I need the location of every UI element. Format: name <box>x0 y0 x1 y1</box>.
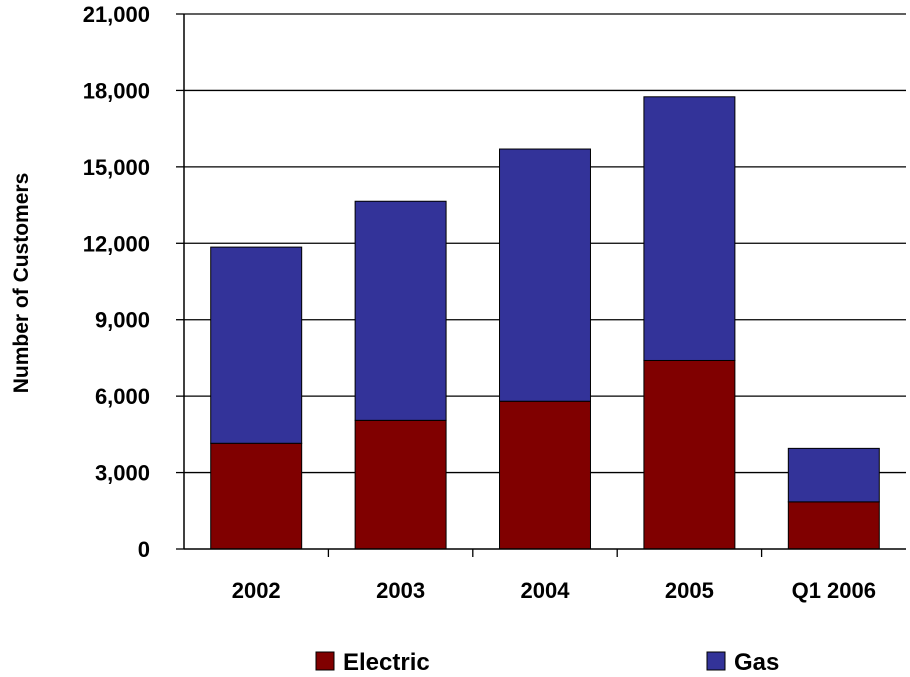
y-axis-title: Number of Customers <box>10 173 33 394</box>
y-tick-label: 3,000 <box>95 461 150 486</box>
bar-electric <box>210 442 303 550</box>
bar-gas <box>787 447 880 503</box>
x-tick-label: 2002 <box>232 578 281 603</box>
legend: Electric Gas <box>315 649 779 676</box>
bar-electric <box>643 359 736 550</box>
y-tick-label: 18,000 <box>83 78 150 103</box>
y-tick-label: 6,000 <box>95 384 150 409</box>
bar-electric <box>787 501 880 550</box>
x-tick-label: 2003 <box>376 578 425 603</box>
y-tick-label: 15,000 <box>83 155 150 180</box>
bar-gas <box>210 246 303 444</box>
y-tick-label: 9,000 <box>95 308 150 333</box>
bar-gas <box>499 148 591 402</box>
x-tick-label: 2004 <box>521 578 571 603</box>
legend-label: Electric <box>343 649 430 676</box>
y-tick-label: 12,000 <box>83 231 150 256</box>
x-tick-label: 2005 <box>665 578 714 603</box>
x-tick-label: Q1 2006 <box>792 578 876 603</box>
y-tick-label: 0 <box>138 537 150 562</box>
legend-swatch <box>315 651 335 671</box>
legend-swatch <box>706 651 726 671</box>
y-tick-label: 21,000 <box>83 2 150 27</box>
bars <box>210 96 880 550</box>
bar-gas <box>354 200 447 421</box>
axes: 0 3,000 6,000 9,000 12,000 15,000 18,000 21,000… <box>83 2 906 603</box>
bar-gas <box>643 96 736 361</box>
legend-label: Gas <box>734 649 779 676</box>
bar-electric <box>499 400 591 550</box>
bar-electric <box>354 419 447 550</box>
